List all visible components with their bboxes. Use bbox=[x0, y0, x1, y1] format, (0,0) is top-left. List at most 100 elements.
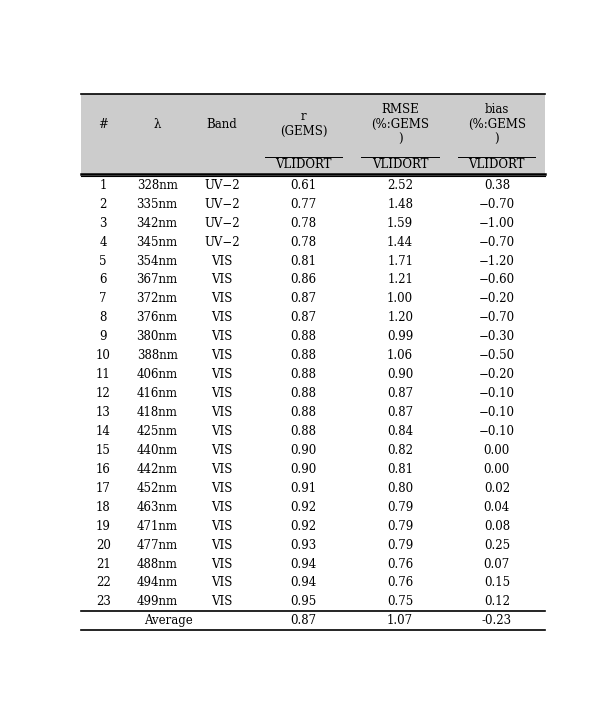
Bar bbox=[81, 94, 125, 154]
Text: 0.08: 0.08 bbox=[484, 520, 510, 533]
Bar bbox=[125, 346, 189, 365]
Bar bbox=[448, 270, 545, 290]
Bar bbox=[81, 479, 125, 498]
Text: 0.88: 0.88 bbox=[290, 387, 316, 400]
Bar bbox=[448, 517, 545, 536]
Text: VIS: VIS bbox=[211, 292, 233, 305]
Bar bbox=[125, 460, 189, 479]
Bar bbox=[81, 573, 125, 593]
Bar bbox=[81, 214, 125, 232]
Text: 0.79: 0.79 bbox=[387, 520, 413, 533]
Bar bbox=[255, 290, 352, 308]
Text: 0.82: 0.82 bbox=[387, 444, 413, 457]
Text: 0.94: 0.94 bbox=[290, 558, 316, 571]
Text: VIS: VIS bbox=[211, 255, 233, 267]
Text: −0.70: −0.70 bbox=[479, 311, 515, 325]
Bar bbox=[125, 308, 189, 327]
Bar bbox=[352, 176, 448, 194]
Text: VIS: VIS bbox=[211, 463, 233, 475]
Bar bbox=[352, 403, 448, 422]
Bar bbox=[352, 290, 448, 308]
Text: 440nm: 440nm bbox=[136, 444, 178, 457]
Bar bbox=[352, 611, 448, 631]
Bar bbox=[448, 327, 545, 346]
Text: −0.60: −0.60 bbox=[479, 273, 515, 287]
Text: 328nm: 328nm bbox=[137, 179, 178, 192]
Text: VIS: VIS bbox=[211, 596, 233, 608]
Text: 14: 14 bbox=[96, 425, 111, 438]
Text: Band: Band bbox=[207, 118, 237, 131]
Bar bbox=[448, 308, 545, 327]
Bar bbox=[189, 346, 255, 365]
Bar bbox=[255, 441, 352, 460]
Text: −0.10: −0.10 bbox=[479, 425, 515, 438]
Bar bbox=[125, 498, 189, 517]
Bar bbox=[125, 270, 189, 290]
Bar bbox=[81, 365, 125, 384]
Text: 452nm: 452nm bbox=[137, 482, 178, 495]
Bar bbox=[448, 384, 545, 403]
Text: 13: 13 bbox=[96, 406, 111, 419]
Bar bbox=[189, 536, 255, 555]
Bar bbox=[189, 498, 255, 517]
Text: VIS: VIS bbox=[211, 444, 233, 457]
Text: 23: 23 bbox=[96, 596, 111, 608]
Bar bbox=[352, 498, 448, 517]
Bar bbox=[125, 327, 189, 346]
Bar bbox=[81, 252, 125, 270]
Text: 0.87: 0.87 bbox=[290, 311, 316, 325]
Text: UV−2: UV−2 bbox=[204, 198, 240, 211]
Bar bbox=[125, 573, 189, 593]
Bar bbox=[255, 498, 352, 517]
Text: VIS: VIS bbox=[211, 576, 233, 589]
Bar bbox=[125, 194, 189, 214]
Bar bbox=[352, 555, 448, 573]
Bar bbox=[448, 194, 545, 214]
Bar bbox=[352, 252, 448, 270]
Text: 380nm: 380nm bbox=[137, 330, 178, 343]
Bar bbox=[189, 365, 255, 384]
Text: 0.38: 0.38 bbox=[484, 179, 510, 192]
Text: bias
(%:GEMS
): bias (%:GEMS ) bbox=[468, 103, 526, 146]
Bar bbox=[352, 460, 448, 479]
Text: 0.61: 0.61 bbox=[290, 179, 316, 192]
Bar bbox=[189, 479, 255, 498]
Text: 494nm: 494nm bbox=[136, 576, 178, 589]
Text: 0.76: 0.76 bbox=[387, 558, 413, 571]
Text: 12: 12 bbox=[96, 387, 111, 400]
Bar bbox=[81, 611, 255, 631]
Bar bbox=[189, 290, 255, 308]
Bar bbox=[81, 517, 125, 536]
Bar bbox=[81, 308, 125, 327]
Bar bbox=[255, 593, 352, 611]
Bar bbox=[448, 611, 545, 631]
Text: UV−2: UV−2 bbox=[204, 235, 240, 249]
Text: 18: 18 bbox=[96, 500, 111, 513]
Text: 0.00: 0.00 bbox=[484, 463, 510, 475]
Text: 1.07: 1.07 bbox=[387, 614, 413, 627]
Text: −0.30: −0.30 bbox=[479, 330, 515, 343]
Text: 406nm: 406nm bbox=[136, 368, 178, 381]
Bar bbox=[189, 517, 255, 536]
Text: 0.81: 0.81 bbox=[290, 255, 316, 267]
Bar bbox=[448, 422, 545, 441]
Text: 0.99: 0.99 bbox=[387, 330, 413, 343]
Bar bbox=[448, 176, 545, 194]
Bar bbox=[125, 94, 189, 154]
Text: 0.88: 0.88 bbox=[290, 349, 316, 363]
Bar bbox=[81, 176, 125, 194]
Text: 0.94: 0.94 bbox=[290, 576, 316, 589]
Bar bbox=[81, 555, 125, 573]
Bar bbox=[255, 536, 352, 555]
Text: 1.20: 1.20 bbox=[387, 311, 413, 325]
Text: 0.90: 0.90 bbox=[290, 463, 316, 475]
Text: 0.90: 0.90 bbox=[290, 444, 316, 457]
Text: UV−2: UV−2 bbox=[204, 179, 240, 192]
Bar bbox=[189, 403, 255, 422]
Bar bbox=[448, 498, 545, 517]
Text: 425nm: 425nm bbox=[137, 425, 178, 438]
Text: 0.80: 0.80 bbox=[387, 482, 413, 495]
Text: 416nm: 416nm bbox=[137, 387, 178, 400]
Text: VLIDORT: VLIDORT bbox=[372, 157, 428, 171]
Text: 1.21: 1.21 bbox=[387, 273, 413, 287]
